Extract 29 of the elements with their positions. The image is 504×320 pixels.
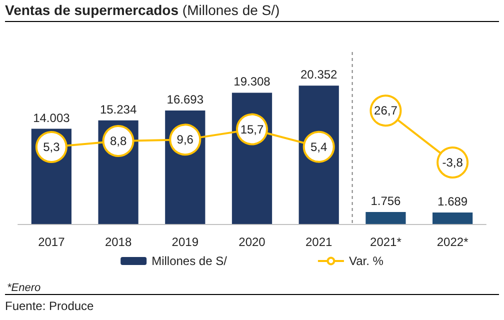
- x-tick-label: 2018: [104, 235, 132, 249]
- data-label: -3,8: [442, 155, 464, 170]
- x-tick-label: 2020: [238, 235, 266, 249]
- x-tick-label: 2021: [306, 235, 333, 249]
- data-label: 20.352: [300, 68, 338, 82]
- data-label: 19.308: [234, 74, 271, 89]
- legend-label: Millones de S/: [152, 254, 228, 268]
- data-label: 14.003: [33, 110, 70, 125]
- data-label: 5,4: [310, 140, 328, 154]
- data-label: 5,3: [43, 140, 60, 154]
- data-label: 15.234: [100, 102, 137, 116]
- chart-title: Ventas de supermercados: [5, 2, 179, 18]
- text: *Enero: [7, 282, 41, 294]
- bar: [432, 212, 473, 224]
- chart-subtitle: (Millones de S/): [182, 2, 280, 18]
- bar: [366, 212, 406, 224]
- data-label: 15,7: [240, 122, 264, 136]
- x-tick-label: 2019: [172, 235, 199, 249]
- data-label: 9,6: [176, 132, 194, 147]
- data-label: 26,7: [374, 104, 398, 118]
- legend-label: Var. %: [348, 254, 384, 268]
- source-note: Fuente: Produce: [5, 294, 499, 313]
- data-label: 8,8: [110, 134, 127, 148]
- data-label: 1.689: [438, 194, 468, 209]
- x-tick-label: 2021*: [370, 235, 402, 249]
- x-tick-label: 2017: [38, 235, 66, 249]
- x-tick-label: 2022*: [436, 235, 469, 249]
- data-label: 1.756: [370, 194, 402, 208]
- data-label: 16.693: [166, 92, 204, 106]
